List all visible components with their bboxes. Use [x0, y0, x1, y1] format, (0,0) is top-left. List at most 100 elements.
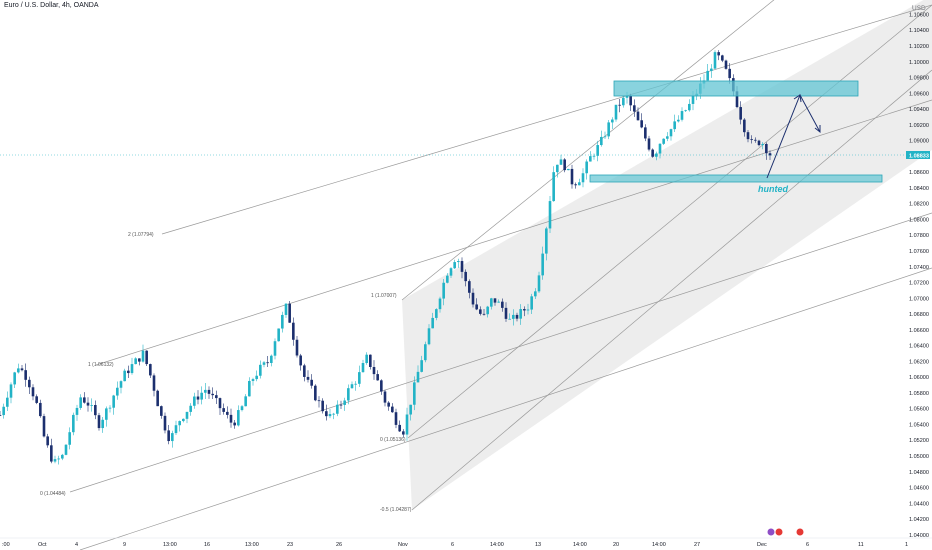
supply-zone[interactable]: [613, 80, 859, 97]
candle-body[interactable]: [149, 364, 152, 376]
candle-body[interactable]: [548, 201, 552, 229]
candle-body[interactable]: [156, 390, 159, 407]
candle-body[interactable]: [574, 184, 577, 186]
candle-body[interactable]: [607, 122, 610, 137]
candle-body[interactable]: [310, 379, 313, 386]
candle-body[interactable]: [479, 309, 482, 314]
candle-body[interactable]: [288, 303, 291, 323]
candle-body[interactable]: [651, 149, 654, 157]
candle-body[interactable]: [721, 55, 724, 61]
candle-body[interactable]: [68, 432, 71, 445]
candle-body[interactable]: [369, 354, 372, 368]
candle-body[interactable]: [530, 296, 533, 310]
candle-body[interactable]: [435, 309, 438, 318]
candle-body[interactable]: [622, 97, 625, 106]
candle-body[interactable]: [259, 364, 262, 376]
candle-body[interactable]: [523, 309, 526, 311]
candle-body[interactable]: [284, 303, 288, 315]
candle-body[interactable]: [581, 173, 585, 183]
candle-body[interactable]: [468, 281, 471, 293]
candle-body[interactable]: [537, 275, 541, 292]
candle-body[interactable]: [75, 407, 79, 415]
candle-body[interactable]: [750, 139, 753, 140]
candle-body[interactable]: [112, 395, 115, 408]
candle-body[interactable]: [240, 406, 244, 411]
candle-body[interactable]: [358, 372, 361, 384]
candle-body[interactable]: [101, 419, 104, 429]
candle-body[interactable]: [57, 458, 60, 460]
candle-body[interactable]: [761, 144, 764, 146]
candle-body[interactable]: [743, 119, 746, 133]
candle-body[interactable]: [633, 105, 636, 112]
candle-body[interactable]: [757, 140, 761, 146]
us-flag-icon-2[interactable]: [796, 528, 804, 536]
candle-body[interactable]: [145, 350, 148, 365]
candle-body[interactable]: [251, 379, 255, 381]
candle-body[interactable]: [614, 104, 618, 120]
candle-body[interactable]: [42, 416, 46, 437]
candle-body[interactable]: [281, 314, 284, 329]
candle-body[interactable]: [673, 121, 676, 130]
candle-body[interactable]: [552, 172, 555, 202]
candle-body[interactable]: [127, 370, 130, 374]
candle-body[interactable]: [420, 360, 423, 372]
candle-body[interactable]: [567, 168, 570, 171]
candle-body[interactable]: [354, 383, 357, 385]
candle-body[interactable]: [365, 354, 368, 364]
candle-body[interactable]: [460, 261, 464, 272]
candle-body[interactable]: [207, 389, 211, 394]
candle-body[interactable]: [0, 415, 2, 416]
candle-body[interactable]: [585, 161, 588, 174]
candle-body[interactable]: [141, 350, 145, 362]
candle-body[interactable]: [303, 365, 306, 377]
candle-body[interactable]: [273, 341, 277, 356]
candle-body[interactable]: [669, 129, 673, 137]
candle-body[interactable]: [680, 111, 684, 120]
candle-body[interactable]: [446, 275, 449, 283]
candle-body[interactable]: [182, 418, 185, 422]
candle-body[interactable]: [90, 405, 93, 406]
candle-body[interactable]: [9, 384, 13, 398]
candle-body[interactable]: [592, 155, 596, 157]
candle-body[interactable]: [174, 425, 178, 434]
candle-body[interactable]: [39, 402, 42, 417]
candle-body[interactable]: [611, 119, 614, 123]
candle-body[interactable]: [387, 402, 390, 407]
candle-body[interactable]: [710, 68, 713, 71]
candle-body[interactable]: [559, 159, 563, 165]
candle-body[interactable]: [526, 309, 530, 311]
candle-body[interactable]: [211, 393, 214, 396]
candle-body[interactable]: [655, 153, 658, 157]
candle-body[interactable]: [160, 406, 163, 416]
candle-body[interactable]: [600, 136, 603, 146]
candle-body[interactable]: [306, 376, 310, 380]
candle-body[interactable]: [589, 156, 592, 162]
candle-body[interactable]: [314, 385, 317, 401]
candle-body[interactable]: [497, 301, 500, 303]
time-axis[interactable]: :00 Oct 4 9 13:00 16 13:00 23 26 Nov 6 14:00 13 14:00…: [2, 542, 908, 548]
candle-body[interactable]: [405, 414, 409, 435]
candle-body[interactable]: [475, 304, 478, 310]
candle-body[interactable]: [105, 408, 108, 420]
candle-body[interactable]: [24, 370, 27, 380]
candle-body[interactable]: [328, 414, 332, 417]
candle-body[interactable]: [768, 153, 772, 156]
candle-body[interactable]: [545, 228, 548, 254]
candle-body[interactable]: [724, 60, 728, 69]
candle-body[interactable]: [347, 388, 350, 401]
candle-body[interactable]: [79, 397, 82, 408]
candle-body[interactable]: [119, 381, 123, 388]
candle-body[interactable]: [361, 363, 365, 373]
candle-body[interactable]: [629, 95, 632, 106]
candle-body[interactable]: [449, 268, 453, 276]
candle-body[interactable]: [486, 306, 489, 315]
candle-body[interactable]: [596, 145, 599, 156]
candle-body[interactable]: [130, 364, 134, 374]
candle-body[interactable]: [215, 395, 218, 399]
candle-body[interactable]: [116, 387, 119, 396]
candle-body[interactable]: [636, 111, 640, 121]
candle-body[interactable]: [739, 107, 742, 120]
candle-body[interactable]: [413, 382, 416, 405]
candle-body[interactable]: [490, 298, 493, 307]
candle-body[interactable]: [189, 405, 192, 412]
